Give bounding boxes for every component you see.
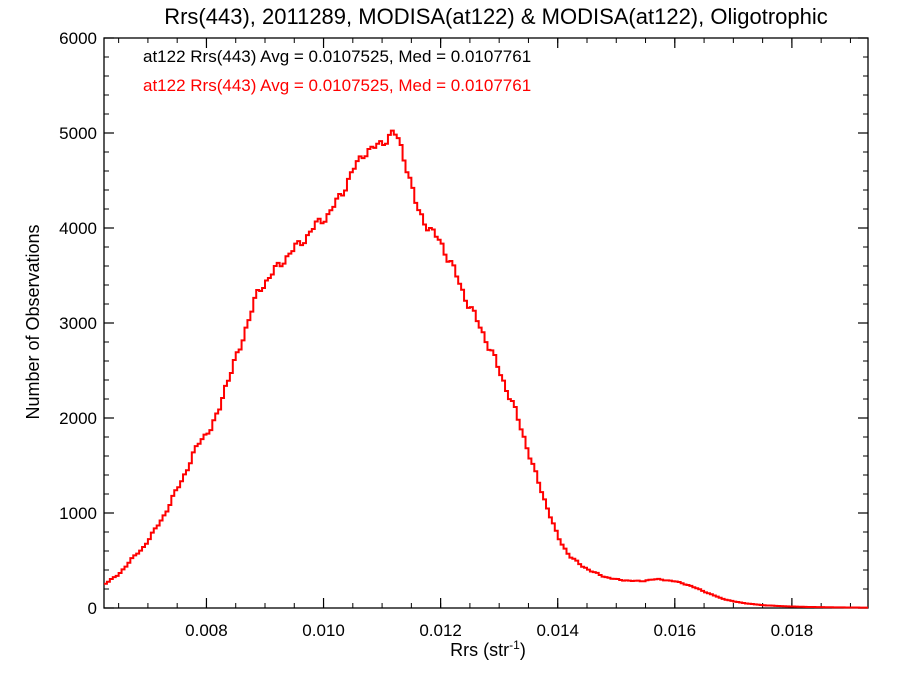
x-tick-label: 0.010 [302, 621, 345, 640]
y-tick-label: 0 [88, 599, 97, 618]
y-axis-label: Number of Observations [23, 224, 43, 419]
x-tick-label: 0.018 [771, 621, 814, 640]
chart-title: Rrs(443), 2011289, MODISA(at122) & MODIS… [164, 4, 828, 29]
x-tick-label: 0.008 [185, 621, 228, 640]
x-axis-label: Rrs (str-1) [450, 638, 526, 660]
x-axis-label-end: ) [520, 640, 526, 660]
y-tick-label: 4000 [59, 219, 97, 238]
y-tick-label: 5000 [59, 124, 97, 143]
y-tick-label: 1000 [59, 504, 97, 523]
plot-area: 0.008 0.010 0.012 0.014 0.016 0.018 0 1000 2000 3… [59, 29, 869, 640]
annotation-red: at122 Rrs(443) Avg = 0.0107525, Med = 0.… [143, 76, 531, 95]
y-tick-label: 6000 [59, 29, 97, 48]
histogram-series-line-0 [104, 129, 868, 609]
annotation-black: at122 Rrs(443) Avg = 0.0107525, Med = 0.… [143, 47, 531, 66]
x-axis-label-superscript: -1 [509, 638, 520, 652]
y-tick-label: 3000 [59, 314, 97, 333]
x-tick-label: 0.016 [654, 621, 697, 640]
y-tick-label: 2000 [59, 409, 97, 428]
plot-frame [103, 37, 869, 609]
x-tick-label: 0.014 [536, 621, 579, 640]
x-tick-label: 0.012 [419, 621, 462, 640]
x-axis-label-main: Rrs (str [450, 640, 509, 660]
